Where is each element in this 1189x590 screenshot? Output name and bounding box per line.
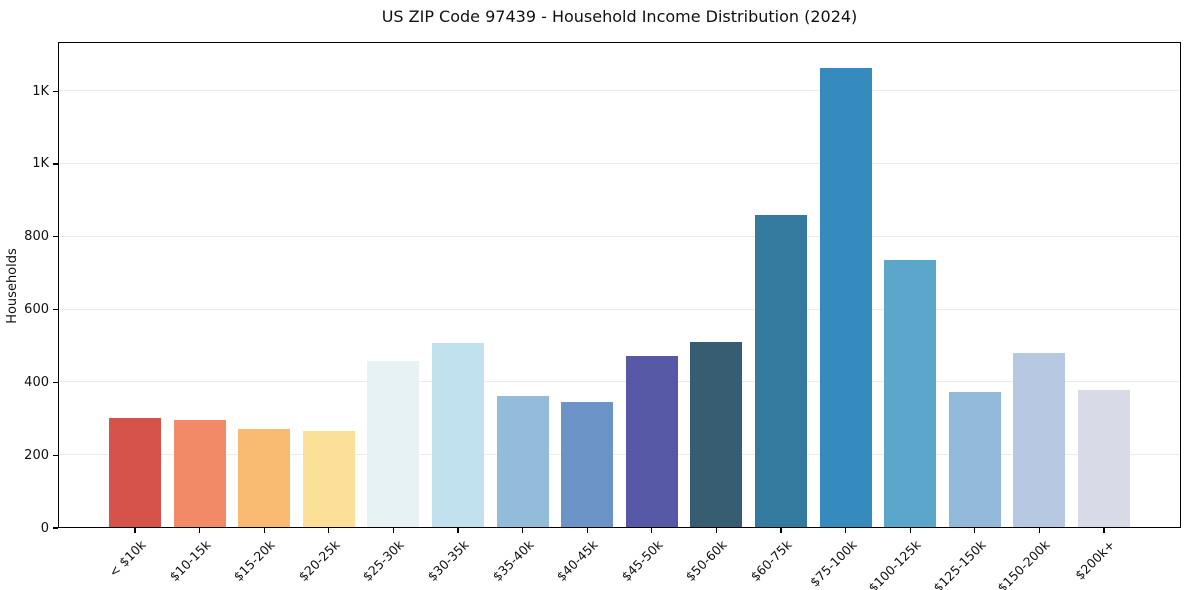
x-tick-mark (845, 528, 847, 533)
bar-150-200k (1013, 353, 1066, 528)
bar-25-30k (367, 361, 420, 528)
x-tick-label: < $10k (105, 537, 149, 580)
x-tick-mark (522, 528, 524, 533)
bar-40-45k (561, 402, 614, 528)
y-tick-label: 1K (32, 83, 49, 99)
x-tick-mark (586, 528, 588, 533)
y-axis-label: Households (5, 248, 20, 324)
bar-125-150k (948, 391, 1001, 528)
bar-75-100k (819, 67, 872, 528)
x-tick-mark (974, 528, 976, 533)
bar-10k (109, 418, 161, 528)
x-tick-mark (134, 528, 136, 533)
x-tick-mark (328, 528, 330, 533)
bar-15-20k (238, 428, 291, 528)
y-tick-mark (53, 381, 58, 383)
bar-10-15k (173, 419, 226, 528)
gridline-1200 (58, 90, 1181, 92)
y-tick-mark (53, 308, 58, 311)
gridline-800 (58, 235, 1181, 237)
plot-area (58, 42, 1181, 528)
bar-60-75k (755, 214, 807, 528)
bar-100-125k (884, 259, 937, 528)
y-tick-label: 800 (24, 229, 49, 245)
y-tick-label: 400 (24, 374, 49, 390)
bar-45-50k (625, 356, 678, 528)
x-tick-mark (909, 528, 911, 533)
x-tick-mark (199, 528, 201, 533)
gridline-600 (58, 308, 1181, 310)
y-tick-mark (53, 163, 58, 165)
x-tick-mark (651, 528, 653, 533)
y-tick-mark (53, 527, 58, 529)
x-tick-mark (1103, 528, 1105, 533)
x-tick-mark (1038, 528, 1040, 533)
bar-35-40k (496, 396, 549, 528)
y-tick-label: 1K (32, 156, 49, 172)
x-tick-mark (392, 528, 394, 533)
bar-200k (1078, 390, 1130, 528)
gridline-400 (58, 381, 1181, 383)
bar-30-35k (432, 343, 484, 528)
y-tick-mark (53, 236, 58, 238)
y-tick-label: 200 (24, 447, 49, 463)
x-tick-mark (263, 528, 265, 533)
gridline-1000 (58, 162, 1181, 164)
y-tick-mark (53, 90, 58, 92)
x-tick-mark (457, 528, 459, 533)
y-tick-label: 600 (24, 302, 49, 318)
gridline-200 (58, 454, 1181, 456)
x-tick-mark (780, 528, 782, 533)
y-tick-mark (53, 454, 58, 456)
x-tick-mark (715, 528, 717, 533)
bar-50-60k (690, 341, 743, 528)
chart-title: US ZIP Code 97439 - Household Income Dis… (381, 7, 858, 26)
y-tick-label: 0 (40, 520, 49, 536)
bar-20-25k (302, 431, 355, 528)
